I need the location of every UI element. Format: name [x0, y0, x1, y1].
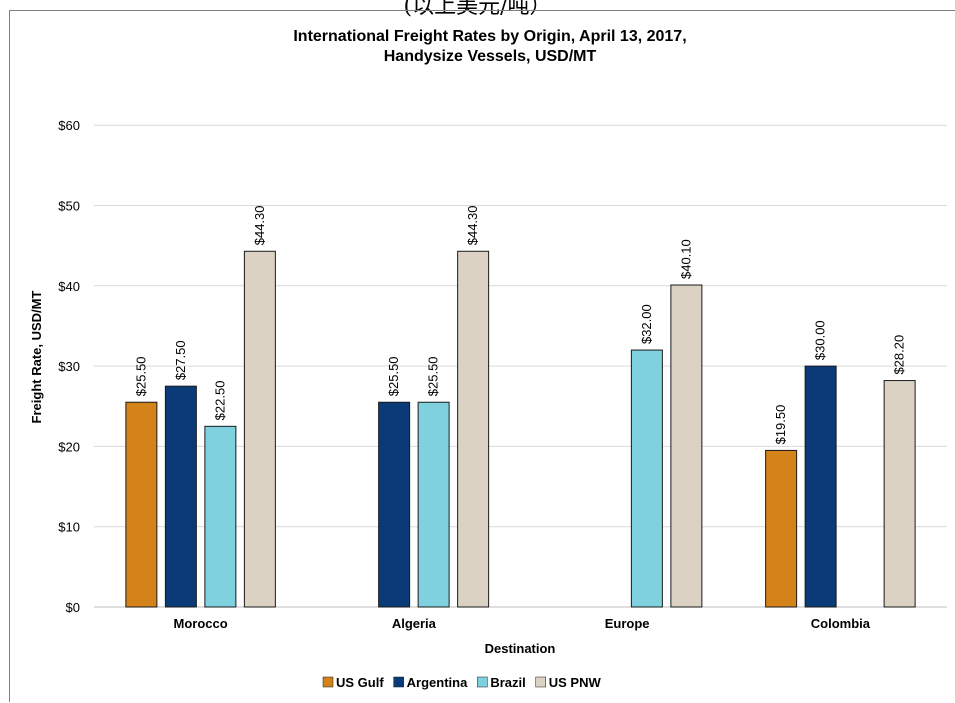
- bar-argentina-colombia: [804, 365, 837, 608]
- data-label: $25.50: [386, 356, 401, 396]
- data-label: $19.50: [773, 405, 788, 445]
- bar-argentina-algeria: [378, 401, 411, 608]
- legend-swatch: [477, 676, 488, 688]
- data-label: $40.10: [678, 239, 693, 279]
- chart-frame: International Freight Rates by Origin, A…: [9, 10, 955, 702]
- y-tick-label: $50: [58, 199, 80, 214]
- chart-title: International Freight Rates by Origin, A…: [293, 28, 686, 45]
- y-axis-ticks: $0 $10 $20 $30 $40 $50 $60: [58, 118, 80, 615]
- bar-us-pnw-morocco: [243, 250, 276, 608]
- x-category-label: Europe: [605, 616, 650, 631]
- bar-chart: International Freight Rates by Origin, A…: [29, 28, 947, 690]
- bar-us-pnw-colombia: [883, 380, 916, 608]
- legend-swatch: [393, 676, 404, 688]
- bar-us-gulf-colombia: [765, 449, 798, 608]
- top-caption: (以上美元/吨）: [403, 0, 552, 19]
- legend-label: US Gulf: [336, 675, 384, 690]
- bar-brazil-europe: [630, 349, 663, 608]
- legend-label: US PNW: [549, 675, 602, 690]
- y-tick-label: $0: [66, 600, 80, 615]
- chart-subtitle: Handysize Vessels, USD/MT: [384, 48, 597, 65]
- data-label: $44.30: [252, 206, 267, 246]
- y-tick-label: $20: [58, 439, 80, 454]
- bar-brazil-algeria: [417, 401, 450, 608]
- x-axis-categories: Morocco Algeria Europe Colombia: [174, 616, 871, 631]
- data-label: $32.00: [639, 304, 654, 344]
- bar-brazil-morocco: [204, 425, 237, 608]
- y-tick-label: $30: [58, 359, 80, 374]
- data-label: $25.50: [426, 356, 441, 396]
- data-label: $44.30: [465, 206, 480, 246]
- bar-argentina-morocco: [164, 385, 197, 608]
- data-label: $22.50: [212, 381, 227, 421]
- legend: US Gulf Argentina Brazil US PNW: [322, 675, 602, 690]
- data-label: $27.50: [173, 340, 188, 380]
- legend-label: Brazil: [490, 675, 525, 690]
- data-labels: $25.50 $27.50 $22.50 $44.30 $25.50 $25.50 $44.…: [133, 206, 906, 445]
- data-label: $28.20: [892, 335, 907, 375]
- data-label: $30.00: [813, 320, 828, 360]
- legend-swatch: [535, 676, 546, 688]
- x-category-label: Colombia: [811, 616, 871, 631]
- legend-label: Argentina: [407, 675, 468, 690]
- y-axis-title: Freight Rate, USD/MT: [29, 290, 44, 423]
- y-tick-label: $40: [58, 279, 80, 294]
- x-axis-title: Destination: [485, 641, 556, 656]
- y-tick-label: $60: [58, 118, 80, 133]
- x-category-label: Morocco: [174, 616, 228, 631]
- bar-us-pnw-europe: [670, 284, 703, 608]
- legend-swatch: [322, 676, 334, 688]
- y-tick-label: $10: [58, 520, 80, 535]
- bars: [125, 250, 916, 608]
- bar-us-pnw-algeria: [457, 250, 490, 608]
- bar-us-gulf-morocco: [125, 401, 158, 608]
- x-category-label: Algeria: [392, 616, 437, 631]
- data-label: $25.50: [133, 356, 148, 396]
